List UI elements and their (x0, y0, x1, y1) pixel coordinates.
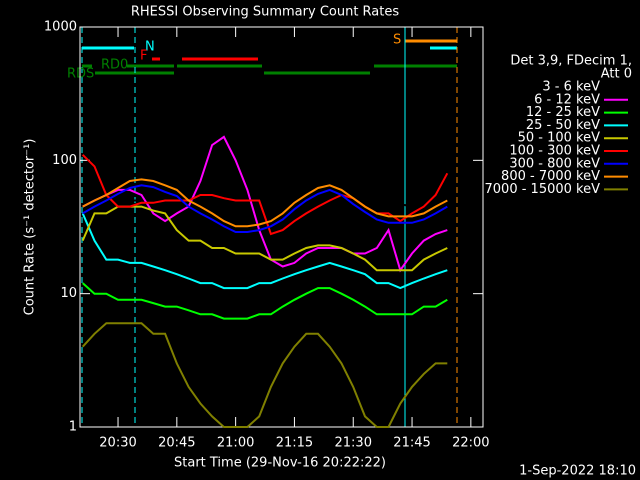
legend-label: 300 - 800 keV (509, 156, 600, 171)
flag-bars (81, 27, 458, 427)
series-line (82, 178, 448, 228)
legend-label: 25 - 50 keV (526, 118, 600, 133)
y-tick-label: 100 (52, 153, 77, 168)
legend-label: 12 - 25 keV (526, 105, 600, 120)
legend-title: Att 0 (601, 67, 632, 82)
x-tick-label: 21:15 (276, 436, 313, 451)
series-line (82, 135, 448, 273)
annotation: RD0 (101, 58, 128, 73)
series-line (81, 213, 448, 290)
annotation: RDS (67, 67, 94, 82)
legend-title: Det 3,9, FDecim 1, (510, 54, 632, 69)
footer: 1-Sep-2022 18:10 (519, 464, 636, 479)
series-line (81, 205, 448, 272)
x-tick-label: 21:00 (217, 436, 254, 451)
annotation: S (393, 33, 401, 48)
x-tick-label: 22:00 (452, 436, 489, 451)
x-tick-label: 20:30 (99, 436, 136, 451)
y-axis-label: Count Rate (s⁻¹ detector⁻¹) (23, 139, 38, 316)
annotation: N (145, 40, 155, 55)
annotation: F (140, 49, 147, 64)
legend-label: 50 - 100 keV (518, 131, 601, 146)
series-line (81, 154, 449, 236)
x-tick-label: 20:45 (158, 436, 195, 451)
legend-label: 800 - 7000 keV (501, 169, 600, 184)
legend-label: 7000 - 15000 keV (485, 182, 601, 197)
series-line (81, 128, 448, 212)
x-axis-label: Start Time (29-Nov-16 20:22:22) (174, 456, 386, 471)
plot-frame (79, 26, 484, 428)
y-tick-label: 1000 (44, 20, 77, 35)
chart-title: RHESSI Observing Summary Count Rates (131, 5, 400, 20)
x-tick-label: 21:30 (335, 436, 372, 451)
legend-label: 6 - 12 keV (534, 92, 600, 107)
y-tick-label: 10 (60, 286, 77, 301)
legend-label: 100 - 300 keV (509, 144, 600, 159)
legend-label: 3 - 6 keV (542, 80, 600, 95)
x-tick-label: 21:45 (393, 436, 430, 451)
y-tick-label: 1 (69, 420, 77, 435)
series-line (82, 282, 448, 320)
series-line (82, 184, 448, 233)
series-line (81, 322, 448, 428)
